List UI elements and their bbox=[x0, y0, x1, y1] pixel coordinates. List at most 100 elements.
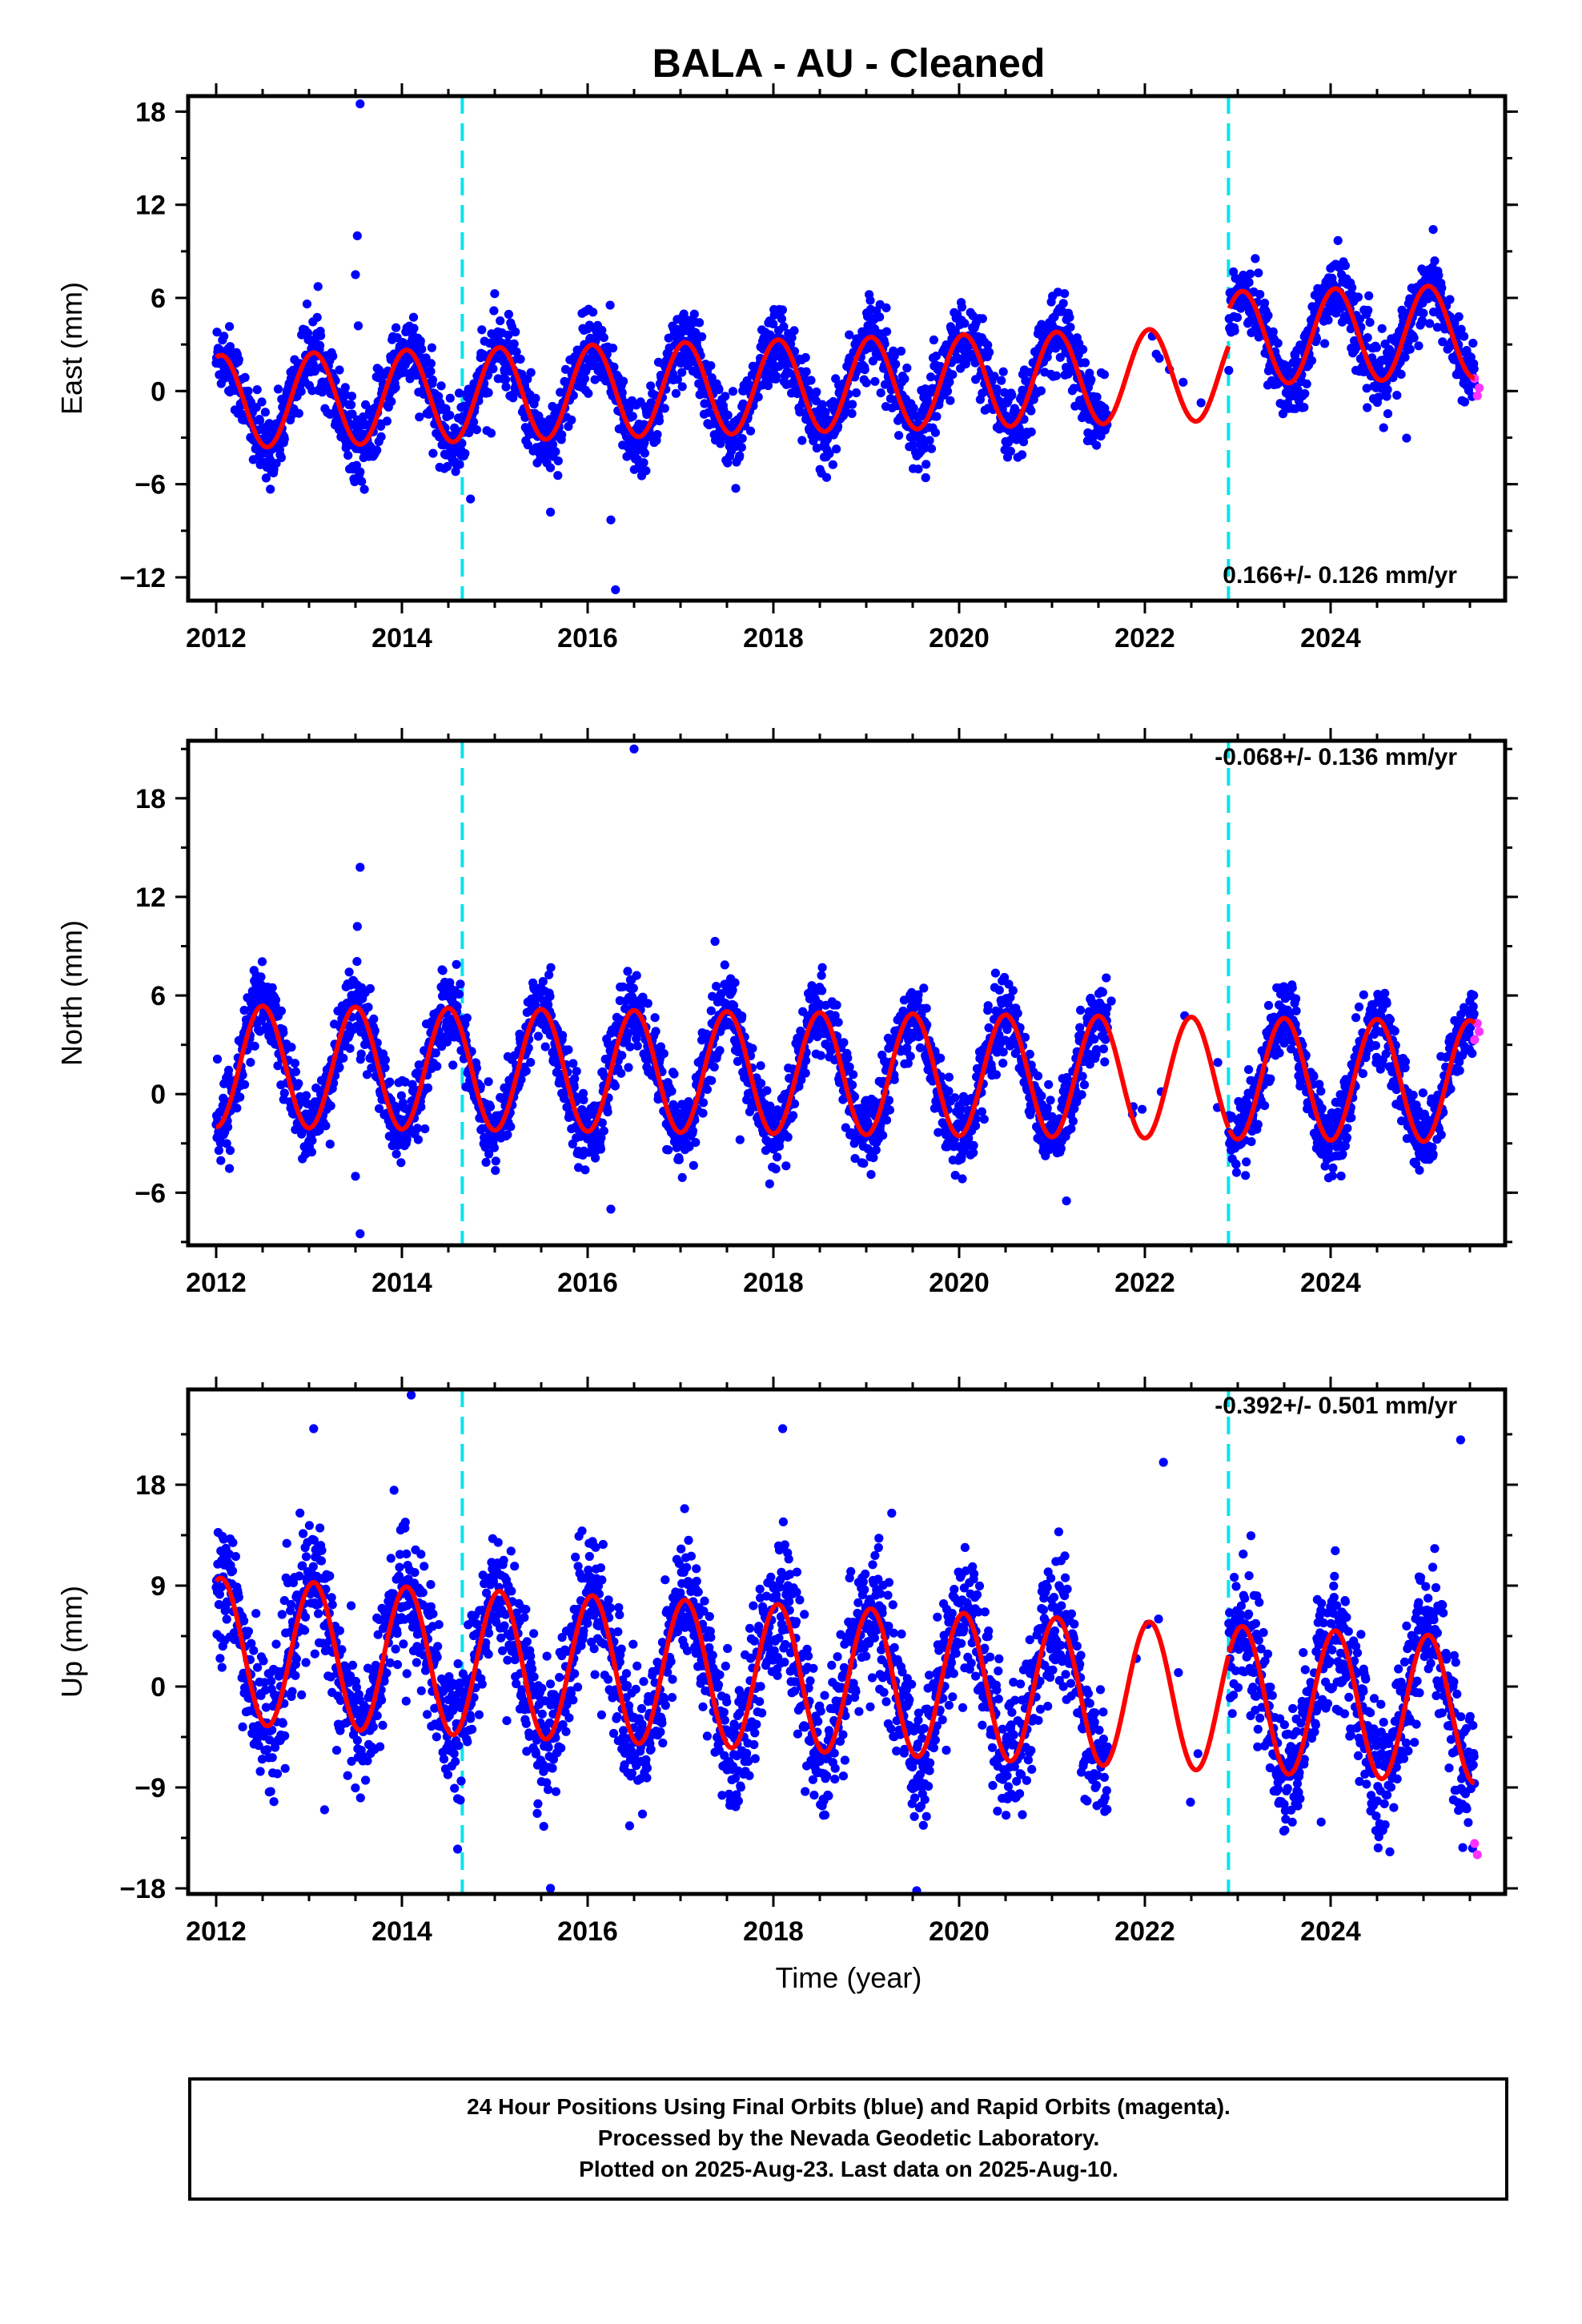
data-point bbox=[921, 1003, 931, 1013]
data-point bbox=[817, 963, 827, 972]
data-point bbox=[504, 330, 513, 340]
outlier-point bbox=[353, 321, 363, 331]
data-point bbox=[1374, 392, 1383, 402]
data-point bbox=[789, 1099, 800, 1108]
data-point bbox=[1058, 299, 1068, 308]
data-point bbox=[712, 982, 721, 991]
data-point bbox=[546, 963, 556, 972]
data-point bbox=[511, 327, 520, 337]
data-point bbox=[212, 328, 222, 337]
data-point bbox=[889, 351, 899, 361]
data-point bbox=[1078, 344, 1088, 354]
data-point bbox=[496, 316, 505, 326]
data-point bbox=[359, 412, 368, 422]
data-point bbox=[557, 430, 567, 440]
data-point bbox=[501, 382, 511, 392]
east-panel: 2012 2014 2016 2018 2020 2022 2024−12−6061218E… bbox=[55, 83, 1518, 653]
data-point bbox=[356, 1049, 366, 1059]
data-point bbox=[1099, 370, 1109, 380]
data-point bbox=[1232, 312, 1243, 323]
data-point bbox=[1050, 344, 1061, 353]
data-point bbox=[859, 1159, 869, 1168]
data-point bbox=[387, 396, 396, 406]
data-point bbox=[279, 1088, 289, 1098]
data-point bbox=[729, 1001, 739, 1011]
data-point bbox=[730, 978, 740, 987]
data-point bbox=[845, 1062, 854, 1072]
data-point bbox=[1026, 427, 1036, 436]
data-point bbox=[416, 1102, 426, 1112]
data-point bbox=[833, 1018, 843, 1027]
data-point bbox=[1293, 385, 1303, 395]
data-point bbox=[340, 383, 350, 392]
data-point bbox=[413, 1135, 424, 1144]
data-point bbox=[1469, 364, 1479, 374]
data-point bbox=[915, 1043, 925, 1052]
data-point bbox=[1419, 308, 1428, 318]
data-point bbox=[735, 1135, 745, 1144]
data-point bbox=[291, 1067, 300, 1076]
data-point bbox=[355, 467, 365, 476]
data-point bbox=[1255, 290, 1265, 300]
data-point bbox=[671, 388, 681, 398]
data-point bbox=[456, 979, 465, 989]
data-point bbox=[773, 1152, 782, 1162]
data-point bbox=[533, 1031, 544, 1041]
data-point bbox=[983, 340, 993, 350]
data-point bbox=[1060, 289, 1070, 299]
data-point bbox=[913, 990, 923, 999]
data-point bbox=[382, 416, 391, 426]
data-point bbox=[908, 440, 917, 450]
data-point bbox=[781, 1161, 791, 1171]
data-point bbox=[558, 1031, 568, 1040]
data-point bbox=[491, 1166, 500, 1176]
data-point bbox=[486, 428, 496, 438]
data-point bbox=[1400, 352, 1410, 362]
data-point bbox=[816, 1051, 825, 1060]
rapid-orbit-point bbox=[1475, 383, 1484, 393]
data-point bbox=[523, 374, 532, 384]
data-point bbox=[689, 1160, 698, 1170]
data-point bbox=[945, 377, 954, 387]
data-point bbox=[860, 365, 869, 375]
data-point bbox=[920, 443, 930, 453]
data-point bbox=[714, 385, 724, 395]
data-point bbox=[572, 1067, 581, 1076]
data-point bbox=[659, 1049, 669, 1059]
data-point bbox=[960, 319, 970, 328]
data-point bbox=[523, 440, 532, 450]
data-point bbox=[731, 484, 741, 493]
data-point bbox=[257, 957, 267, 967]
data-point bbox=[957, 302, 967, 312]
data-point bbox=[408, 1080, 417, 1089]
data-point bbox=[308, 360, 318, 369]
data-point bbox=[624, 1063, 633, 1072]
data-point bbox=[279, 434, 289, 444]
data-point bbox=[896, 346, 906, 356]
data-point bbox=[488, 364, 498, 374]
data-point bbox=[868, 356, 877, 366]
data-point bbox=[891, 360, 901, 369]
data-point bbox=[632, 1041, 642, 1051]
data-point bbox=[234, 355, 243, 364]
data-point bbox=[335, 365, 344, 375]
data-point bbox=[400, 1077, 410, 1087]
data-point bbox=[1246, 269, 1255, 279]
data-point bbox=[553, 456, 563, 466]
data-point bbox=[335, 1063, 344, 1072]
data-point bbox=[936, 1053, 946, 1063]
data-point bbox=[839, 1038, 849, 1047]
data-point bbox=[428, 375, 438, 384]
data-point bbox=[454, 388, 464, 398]
data-point bbox=[294, 408, 303, 418]
data-point bbox=[503, 1130, 512, 1140]
data-point bbox=[698, 1098, 709, 1108]
data-point bbox=[849, 1092, 860, 1102]
data-point bbox=[902, 363, 912, 373]
data-point bbox=[538, 977, 548, 987]
data-point bbox=[710, 936, 720, 947]
data-point bbox=[1363, 333, 1372, 343]
data-point bbox=[869, 1153, 878, 1163]
data-point bbox=[919, 983, 929, 993]
data-point bbox=[707, 1076, 717, 1085]
